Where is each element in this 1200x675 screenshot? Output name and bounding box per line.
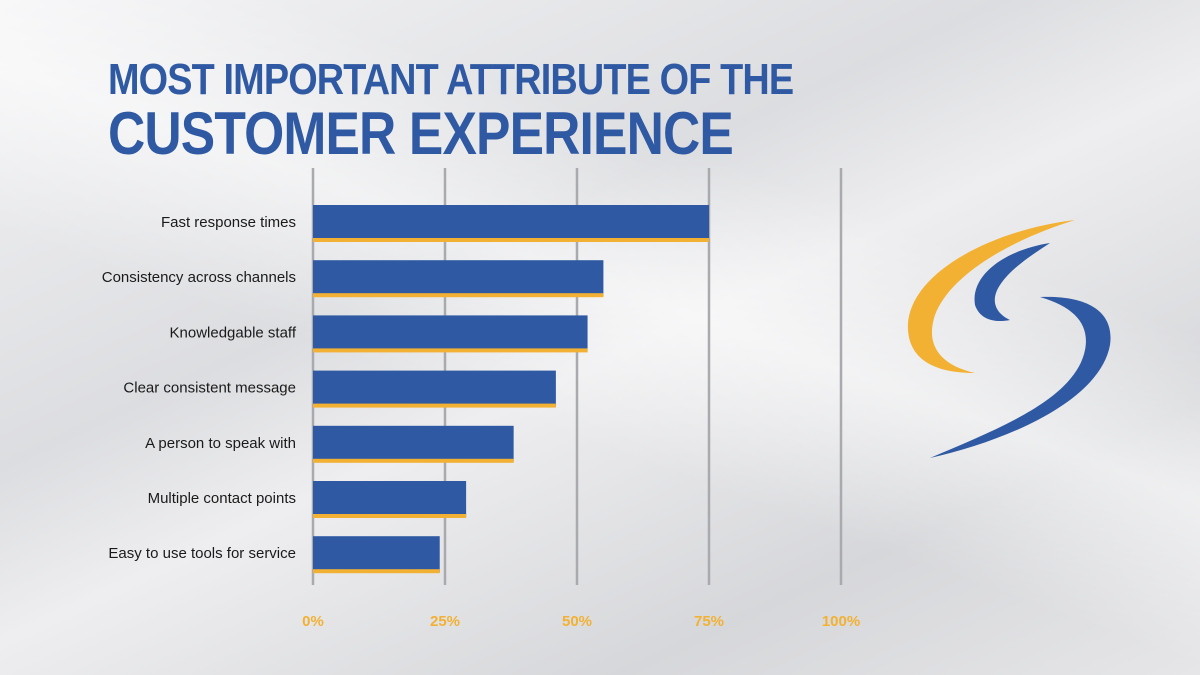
x-tick-labels: 0% 25% 50% 75% 100% (302, 613, 860, 630)
category-label: Clear consistent message (123, 380, 296, 397)
x-tick-label: 0% (302, 613, 324, 630)
bar (313, 315, 588, 352)
bar-accent (313, 569, 440, 574)
bar-accent (313, 514, 467, 518)
category-label: Easy to use tools for service (108, 545, 296, 562)
bar (313, 481, 467, 517)
bar (313, 260, 604, 297)
bar-accent (313, 238, 709, 242)
bar-accent (313, 348, 588, 353)
category-label: Consistency across channels (102, 269, 296, 286)
bar (313, 536, 440, 573)
category-labels: Fast response times Consistency across ch… (102, 214, 297, 562)
bar (313, 425, 514, 462)
bar (313, 370, 556, 407)
logo-blue-swoosh (930, 243, 1111, 458)
title-line-1: MOST IMPORTANT ATTRIBUTE OF THE (108, 55, 794, 104)
category-label: Multiple contact points (148, 490, 296, 507)
x-tick-label: 75% (694, 613, 724, 630)
x-tick-label: 100% (822, 613, 860, 630)
bar-accent (313, 403, 556, 408)
logo-gold-swoosh (907, 220, 1075, 373)
category-label: Knowledgable staff (170, 324, 297, 341)
category-label: A person to speak with (145, 435, 296, 452)
x-tick-label: 25% (430, 613, 460, 630)
bar-accent (313, 458, 514, 463)
page-title: MOST IMPORTANT ATTRIBUTE OF THE CUSTOMER… (108, 55, 794, 167)
bar-accent (313, 293, 604, 298)
x-tick-label: 50% (562, 613, 592, 630)
category-label: Fast response times (161, 214, 296, 231)
swoosh-logo (907, 220, 1111, 458)
title-line-2: CUSTOMER EXPERIENCE (108, 100, 734, 167)
bars (313, 205, 709, 574)
bar (313, 205, 709, 241)
